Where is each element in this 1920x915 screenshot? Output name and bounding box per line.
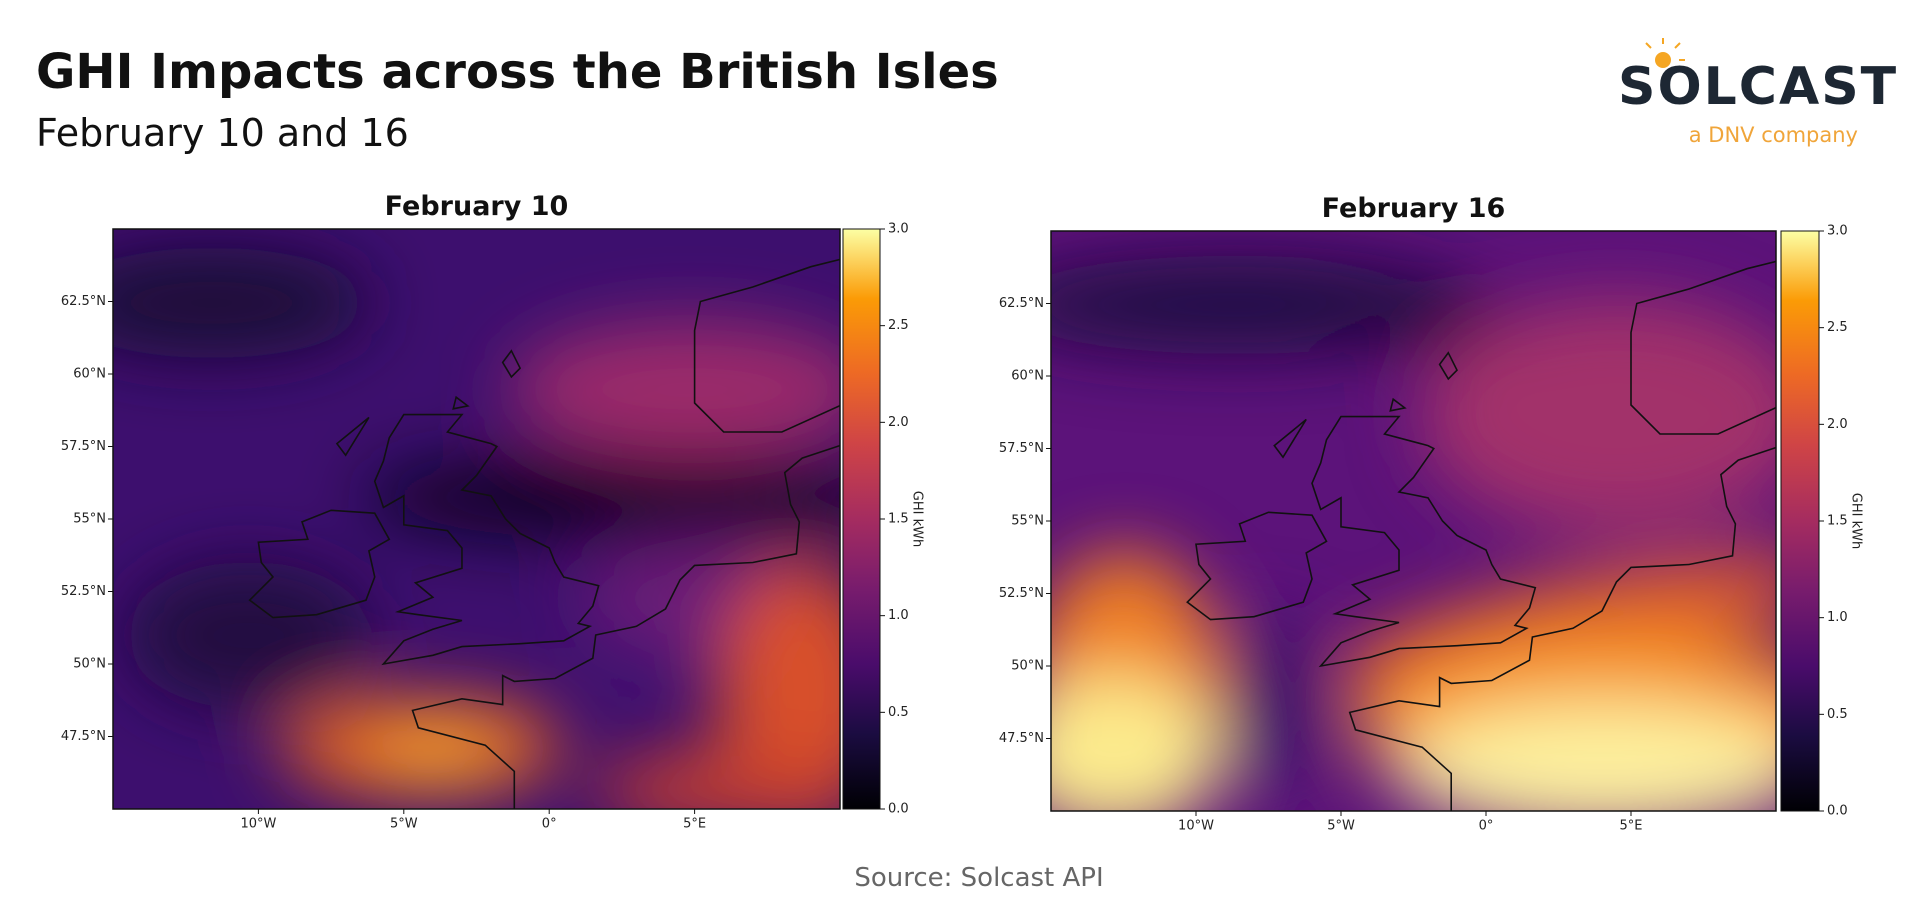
map-title: February 10 bbox=[385, 191, 569, 222]
y-tick-label: 50°N bbox=[73, 657, 106, 672]
y-tick-label: 47.5°N bbox=[61, 729, 106, 744]
colorbar-tick-label: 1.0 bbox=[1827, 610, 1848, 625]
logo: SOLCAST a DNV company bbox=[1618, 38, 1898, 147]
y-tick-label: 57.5°N bbox=[999, 441, 1044, 456]
y-tick-label: 52.5°N bbox=[61, 584, 106, 599]
y-tick-label: 52.5°N bbox=[999, 586, 1044, 601]
source: Source: Solcast API bbox=[854, 863, 1103, 893]
colorbar-tick-label: 3.0 bbox=[1827, 224, 1848, 239]
colorbar-tick-label: 0.0 bbox=[1827, 804, 1848, 819]
x-tick-label: 0° bbox=[1479, 819, 1494, 834]
colorbar-tick-label: 2.5 bbox=[1827, 320, 1848, 335]
y-tick-label: 60°N bbox=[1011, 369, 1044, 384]
x-tick-label: 5°E bbox=[1620, 819, 1643, 834]
subtitle: February 10 and 16 bbox=[36, 111, 409, 155]
title: GHI Impacts across the British Isles bbox=[36, 44, 999, 100]
x-tick-label: 5°E bbox=[683, 817, 706, 832]
x-tick-label: 10°W bbox=[1178, 819, 1214, 834]
colorbar-tick-label: 2.5 bbox=[888, 318, 909, 333]
x-tick-label: 5°W bbox=[390, 817, 418, 832]
y-tick-label: 62.5°N bbox=[999, 296, 1044, 311]
y-tick-label: 55°N bbox=[73, 512, 106, 527]
ghi-field bbox=[113, 229, 840, 809]
colorbar bbox=[842, 228, 881, 810]
logo-tagline: a DNV company bbox=[1689, 123, 1858, 147]
y-tick-label: 62.5°N bbox=[61, 294, 106, 309]
y-tick-label: 60°N bbox=[73, 367, 106, 382]
logo-name: SOLCAST bbox=[1618, 57, 1898, 117]
y-tick-label: 47.5°N bbox=[999, 731, 1044, 746]
colorbar-tick-label: 3.0 bbox=[888, 222, 909, 237]
colorbar-tick-label: 2.0 bbox=[888, 415, 909, 430]
colorbar-tick-label: 0.5 bbox=[1827, 707, 1848, 722]
ghi-field bbox=[1051, 231, 1776, 811]
colorbar-tick-label: 0.5 bbox=[888, 705, 909, 720]
colorbar-label: GHI kWh bbox=[1849, 493, 1864, 549]
colorbar-tick-label: 1.5 bbox=[888, 512, 909, 527]
colorbar bbox=[1780, 230, 1820, 812]
x-tick-label: 5°W bbox=[1327, 819, 1355, 834]
map-title: February 16 bbox=[1322, 193, 1506, 224]
colorbar-tick-label: 1.5 bbox=[1827, 514, 1848, 529]
colorbar-tick-label: 0.0 bbox=[888, 802, 909, 817]
y-tick-label: 50°N bbox=[1011, 659, 1044, 674]
colorbar-tick-label: 2.0 bbox=[1827, 417, 1848, 432]
y-tick-label: 57.5°N bbox=[61, 439, 106, 454]
y-tick-label: 55°N bbox=[1011, 514, 1044, 529]
x-tick-label: 10°W bbox=[240, 817, 276, 832]
colorbar-label: GHI kWh bbox=[910, 491, 925, 547]
x-tick-label: 0° bbox=[542, 817, 557, 832]
colorbar-tick-label: 1.0 bbox=[888, 608, 909, 623]
